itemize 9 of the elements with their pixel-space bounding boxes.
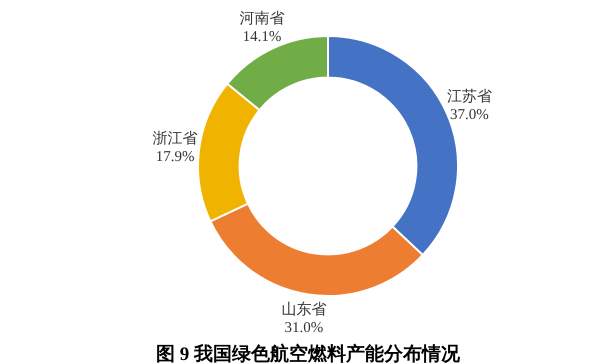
data-label: 14.1% xyxy=(242,28,282,45)
slice-label: 浙江省 xyxy=(152,130,198,148)
data-label: 37.0% xyxy=(450,106,489,123)
slice-label: 山东省 xyxy=(281,301,326,318)
text: 图 9 我国绿色航空燃料产能分布情况 xyxy=(156,343,461,364)
data-label: 17.9% xyxy=(156,149,195,166)
slice-label: 江苏省 xyxy=(446,88,492,105)
data-label: 31.0% xyxy=(284,320,324,336)
slice-label: 河南省 xyxy=(239,10,284,27)
